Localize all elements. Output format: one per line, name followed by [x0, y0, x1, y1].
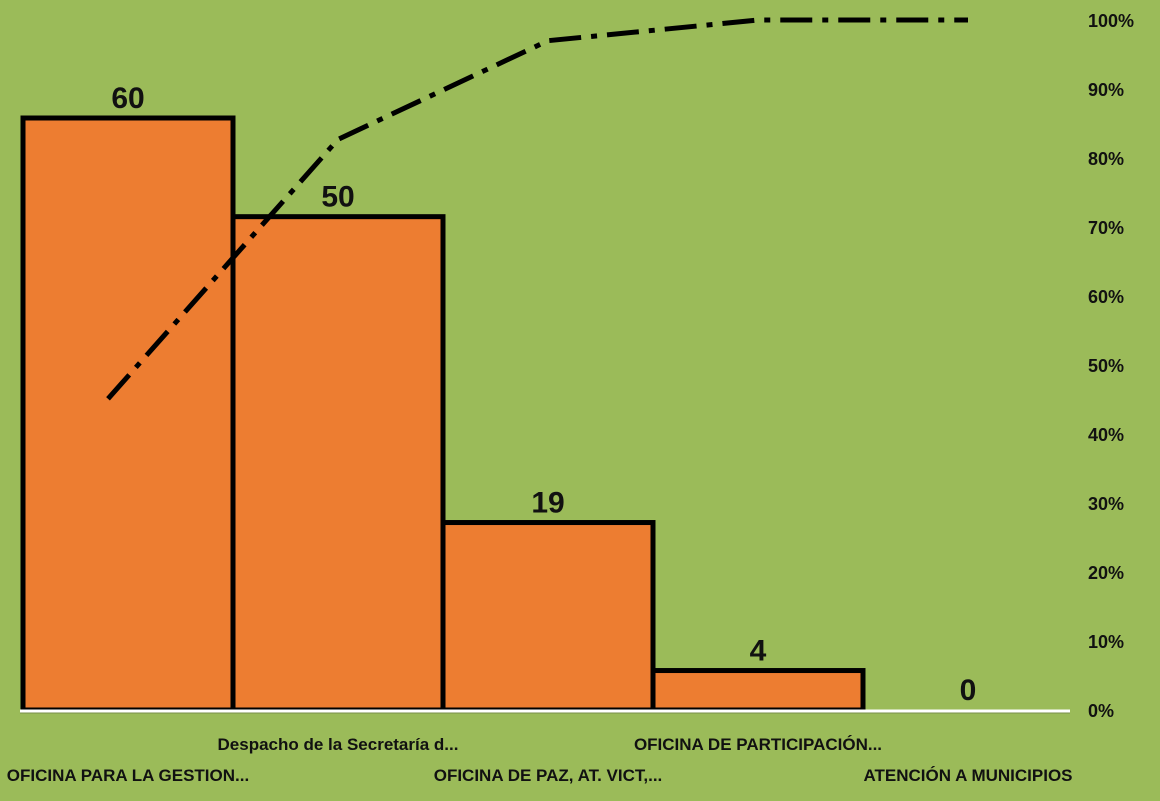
- right-axis-tick-90: 90%: [1088, 80, 1124, 100]
- value-label-5: 0: [960, 674, 977, 707]
- category-label-1: OFICINA PARA LA GESTION...: [7, 766, 249, 785]
- right-axis-tick-0: 0%: [1088, 701, 1114, 721]
- right-axis-tick-100: 100%: [1088, 11, 1134, 31]
- category-labels-group: OFICINA PARA LA GESTION... Despacho de la…: [7, 735, 1073, 785]
- right-axis-tick-60: 60%: [1088, 287, 1124, 307]
- category-label-4: OFICINA DE PARTICIPACIÓN...: [634, 735, 882, 754]
- value-label-3: 19: [531, 487, 564, 520]
- bar-2: [230, 214, 446, 713]
- right-axis-tick-30: 30%: [1088, 494, 1124, 514]
- bar-4: [650, 668, 866, 713]
- right-axis-tick-10: 10%: [1088, 632, 1124, 652]
- category-label-2: Despacho de la Secretaría d...: [218, 735, 459, 754]
- category-label-3: OFICINA DE PAZ, AT. VICT,...: [434, 766, 663, 785]
- cumulative-percent-line: [106, 17, 968, 401]
- value-labels-group: 60 50 19 4 0: [111, 82, 976, 707]
- value-label-2: 50: [321, 181, 354, 214]
- right-axis-tick-40: 40%: [1088, 425, 1124, 445]
- right-axis-tick-80: 80%: [1088, 149, 1124, 169]
- value-label-1: 60: [111, 82, 144, 115]
- bars-group: [20, 115, 866, 713]
- value-label-4: 4: [750, 635, 767, 668]
- right-axis-tick-50: 50%: [1088, 356, 1124, 376]
- right-axis-tick-20: 20%: [1088, 563, 1124, 583]
- category-label-5: ATENCIÓN A MUNICIPIOS: [863, 766, 1072, 785]
- right-axis-tick-70: 70%: [1088, 218, 1124, 238]
- bar-3: [440, 520, 656, 713]
- bar-1: [20, 115, 236, 713]
- right-axis-ticks-group: 0% 10% 20% 30% 40% 50% 60% 70% 80% 90% 100%: [1088, 11, 1134, 721]
